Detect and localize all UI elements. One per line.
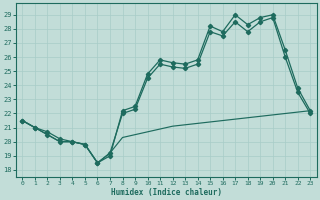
X-axis label: Humidex (Indice chaleur): Humidex (Indice chaleur): [111, 188, 222, 197]
